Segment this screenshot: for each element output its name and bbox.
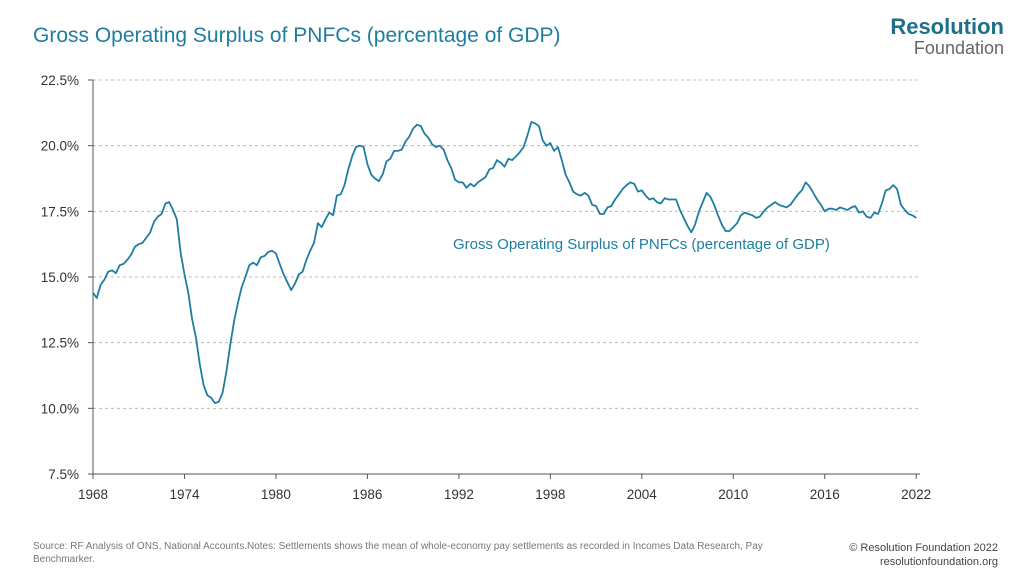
series-line <box>92 121 917 404</box>
resolution-foundation-logo: Resolution Foundation <box>890 14 1004 58</box>
y-tick-label: 15.0% <box>41 270 79 285</box>
logo-line-1: Resolution <box>890 14 1004 39</box>
y-tick-labels: 7.5% 10.0% 12.5% 15.0% 17.5% 20.0% 22.5% <box>41 73 79 482</box>
series-group <box>92 121 917 404</box>
copyright-text: © Resolution Foundation 2022 <box>849 542 998 554</box>
x-tick-label: 2010 <box>718 487 748 502</box>
x-tick-label: 1992 <box>444 487 474 502</box>
y-tick-label: 22.5% <box>41 73 79 88</box>
x-tick-label: 2022 <box>901 487 931 502</box>
x-tick-label: 1986 <box>352 487 382 502</box>
x-tick-label: 1980 <box>261 487 291 502</box>
y-tick-label: 20.0% <box>41 139 79 154</box>
y-tick-label: 10.0% <box>41 401 79 416</box>
logo-line-2: Foundation <box>913 38 1004 58</box>
x-tick-label: 2016 <box>810 487 840 502</box>
x-tick-labels: 1968 1974 1980 1986 1992 1998 2004 2010 2016 2022 <box>78 487 931 502</box>
source-note: Source: RF Analysis of ONS, National Acc… <box>33 541 763 565</box>
y-tick-label: 7.5% <box>48 467 79 482</box>
y-tick-label: 12.5% <box>41 336 79 351</box>
x-tick-label: 1968 <box>78 487 108 502</box>
x-tick-label: 1974 <box>169 487 200 502</box>
y-tick-label: 17.5% <box>41 204 79 219</box>
x-tick-label: 1998 <box>535 487 565 502</box>
website-text: resolutionfoundation.org <box>879 556 998 569</box>
copyright-block: © Resolution Foundation 2022 resolutionf… <box>849 541 998 570</box>
axes <box>88 79 920 479</box>
chart-title: Gross Operating Surplus of PNFCs (percen… <box>33 24 561 47</box>
series-annotation: Gross Operating Surplus of PNFCs (percen… <box>453 236 830 253</box>
x-tick-label: 2004 <box>627 487 658 502</box>
